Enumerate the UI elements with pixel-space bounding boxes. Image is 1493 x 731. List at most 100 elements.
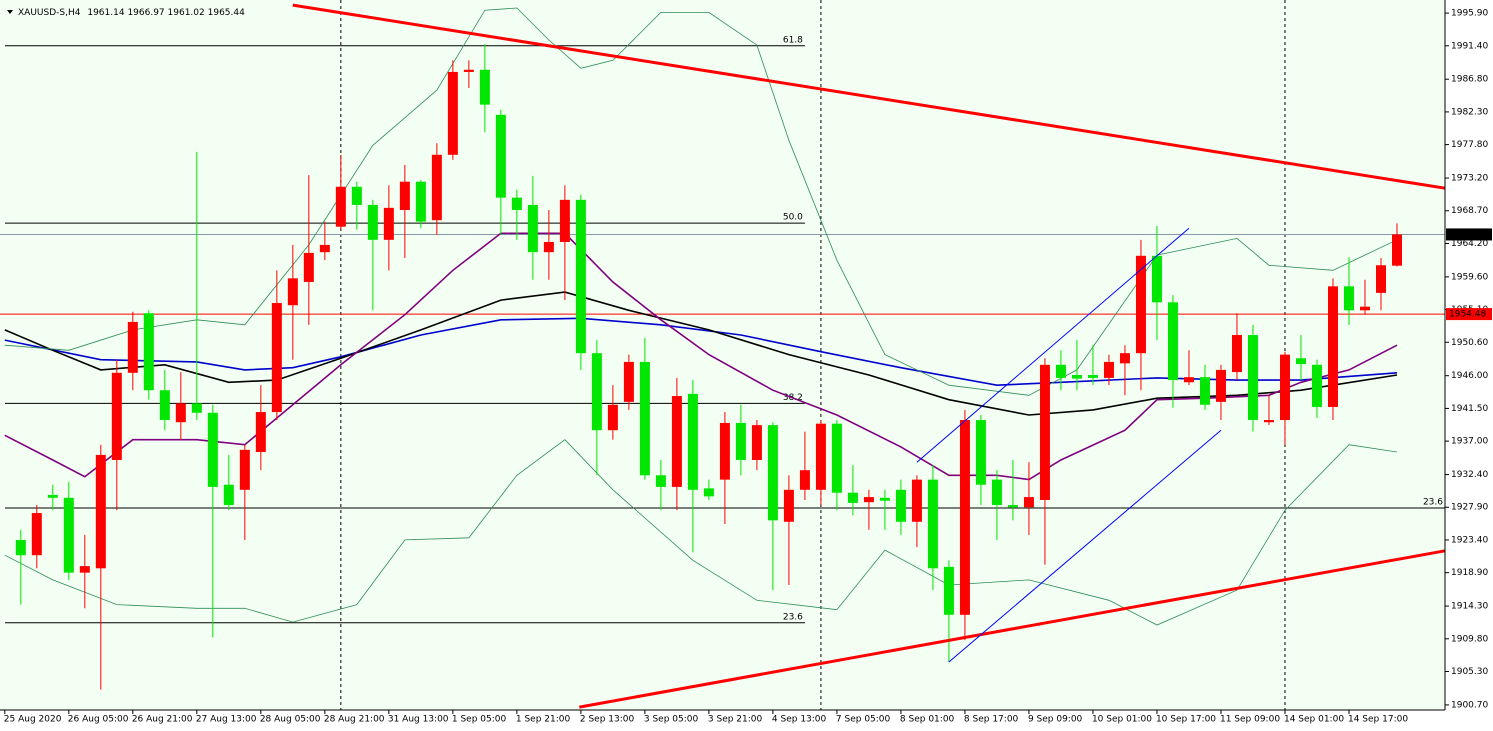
candle-body [1359,306,1370,311]
candle-body [143,313,154,391]
y-tick-label: 1905.30 [1451,667,1488,677]
candle-body [607,404,618,431]
candle-body [415,181,426,222]
fibo-label: 23.6 [783,612,803,622]
candle-body [959,420,970,615]
x-tick-label: 10 Sep 01:00 [1092,715,1152,725]
candle-body [783,489,794,522]
x-tick-label: 10 Sep 17:00 [1156,715,1216,725]
x-tick-label: 14 Sep 01:00 [1284,715,1344,725]
fibo-label: 61.8 [783,35,803,45]
candle-body [751,425,762,461]
y-tick-label: 1937.00 [1451,437,1488,447]
x-tick-label: 4 Sep 13:00 [772,715,827,725]
candle-body [1311,364,1322,407]
candle-body [463,69,474,72]
candle-body [527,204,538,253]
symbol: XAUUSD-S,H4 [18,8,81,18]
candle-body [63,497,74,573]
x-tick-label: 3 Sep 05:00 [644,715,699,725]
x-tick-label: 8 Sep 17:00 [964,715,1019,725]
candle-body [1279,354,1290,421]
y-tick-label: 1909.80 [1451,634,1488,644]
candle-body [111,372,122,461]
y-tick-label: 1932.40 [1451,470,1488,480]
candle-body [271,303,282,413]
y-tick-label: 1950.60 [1451,338,1488,348]
level-price-label-bg [1446,308,1492,321]
plot-layer: 61.850.038.223.623.6 [0,0,1446,710]
indicator-line [4,317,1398,387]
candle-body [367,204,378,240]
trendline [579,549,1446,709]
y-tick-label: 1991.40 [1451,41,1488,51]
header-high: 1966.97 [127,8,164,18]
x-tick-label: 8 Sep 01:00 [900,715,955,725]
candle-body [495,114,506,198]
candle-body [175,403,186,423]
y-tick-label: 1900.70 [1451,700,1488,710]
candle-body [1055,364,1066,378]
candle-body [1039,364,1050,500]
candle-body [975,420,986,485]
candle-body [223,484,234,506]
candle-body [719,422,730,480]
candle-body [1375,265,1386,293]
y-tick-label: 1986.80 [1451,75,1488,85]
plot-area [0,0,1445,710]
y-tick-label: 1918.90 [1451,568,1488,578]
candle-body [879,497,890,501]
candle-body [255,412,266,453]
candle-body [1295,358,1306,365]
candle-body [95,454,106,569]
candle-body [47,494,58,498]
trendline [948,429,1222,663]
header-close: 1965.44 [208,8,245,18]
trendline [292,3,1446,190]
candle-body [639,361,650,476]
candle-body [687,393,698,490]
y-tick-label: 1964.20 [1451,239,1488,249]
x-tick-label: 1 Sep 05:00 [452,715,507,725]
y-tick-label: 1959.60 [1451,272,1488,282]
candle-body [191,403,202,413]
y-tick-label: 1995.90 [1451,9,1488,19]
candle-body [1103,361,1114,378]
chart-header: XAUUSD-S,H4 1961.14 1966.97 1961.02 1965… [18,8,245,18]
candle-body [1023,497,1034,508]
candle-body [927,479,938,569]
candle-body [735,422,746,461]
trendline [916,227,1190,463]
candle-body [799,470,810,490]
x-tick-label: 11 Sep 09:00 [1220,715,1280,725]
candle-body [1151,255,1162,303]
candle-body [335,186,346,227]
candle-body [31,513,42,556]
x-tick-label: 28 Aug 21:00 [324,715,385,725]
candle-body [623,361,634,402]
candle-body [207,412,218,487]
candle-body [1183,377,1194,383]
header-low: 1961.02 [168,8,205,18]
y-tick-label: 1941.50 [1451,404,1488,414]
x-tick-label: 14 Sep 17:00 [1348,715,1408,725]
candle-body [655,475,666,487]
candle-body [543,241,554,253]
candle-body [1327,286,1338,407]
candle-body [911,479,922,522]
y-tick-label: 1977.80 [1451,140,1488,150]
candle-body [479,69,490,105]
x-tick-label: 1 Sep 21:00 [516,715,571,725]
candle-body [303,252,314,282]
candle-body [863,497,874,503]
candle-body [319,244,330,253]
candle-body [895,489,906,522]
candle-body [943,566,954,615]
candle-body [991,479,1002,506]
candle-body [1391,234,1402,266]
candle-body [127,321,138,373]
x-tick-label: 28 Aug 05:00 [260,715,321,725]
candle-body [591,353,602,431]
candle-body [1231,335,1242,373]
x-tick-label: 26 Aug 21:00 [132,715,193,725]
